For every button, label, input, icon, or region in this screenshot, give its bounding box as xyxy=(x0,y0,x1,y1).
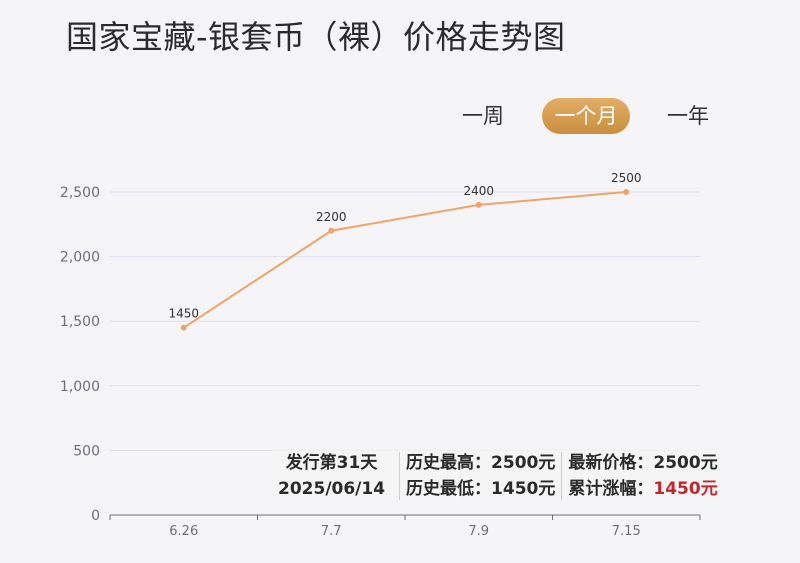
data-point xyxy=(623,189,630,195)
high-label: 历史最高： xyxy=(406,453,492,473)
low-label: 历史最低： xyxy=(406,479,492,499)
summary-divider xyxy=(399,452,401,500)
x-tick-label: 6.26 xyxy=(169,524,198,539)
y-tick-label: 2,500 xyxy=(60,185,100,201)
x-tick-label: 7.9 xyxy=(468,524,489,539)
latest-info: 最新价格：2500元 累计涨幅：1450元 xyxy=(562,450,723,502)
y-tick-label: 1,500 xyxy=(60,314,100,330)
change-value: 1450元 xyxy=(653,479,718,499)
data-label: 2400 xyxy=(463,184,494,198)
issue-days: 发行第31天 xyxy=(285,453,378,473)
y-tick-label: 2,000 xyxy=(60,250,100,266)
x-tick-label: 7.15 xyxy=(612,524,641,539)
low-value: 1450元 xyxy=(491,479,556,499)
data-label: 2200 xyxy=(316,210,347,224)
latest-value: 2500元 xyxy=(653,453,718,473)
tab-week[interactable]: 一周 xyxy=(462,104,504,128)
issue-date: 2025/06/14 xyxy=(278,479,386,499)
y-tick-label: 1,000 xyxy=(60,379,100,395)
data-point xyxy=(180,324,187,331)
history-info: 历史最高：2500元 历史最低：1450元 xyxy=(400,450,561,502)
data-point xyxy=(328,227,335,234)
x-tick-label: 7.7 xyxy=(321,524,342,539)
chart-title: 国家宝藏-银套币（裸）价格走势图 xyxy=(66,18,566,56)
issue-info: 发行第31天 2025/06/14 xyxy=(272,450,399,502)
price-summary: 发行第31天 2025/06/14 历史最高：2500元 历史最低：1450元 … xyxy=(272,450,724,502)
data-point xyxy=(475,201,482,208)
tab-month[interactable]: 一个月 xyxy=(542,98,630,134)
data-label: 1450 xyxy=(168,307,199,321)
change-label: 累计涨幅： xyxy=(568,479,654,499)
y-tick-label: 500 xyxy=(73,443,100,459)
data-label: 2500 xyxy=(611,171,642,185)
series-line xyxy=(183,191,627,329)
y-tick-label: 0 xyxy=(91,508,100,524)
latest-label: 最新价格： xyxy=(568,453,654,473)
high-value: 2500元 xyxy=(491,453,556,473)
summary-divider xyxy=(561,452,563,500)
tab-year[interactable]: 一年 xyxy=(667,104,709,128)
range-tabs: 一周 一个月 一年 xyxy=(0,0,800,150)
